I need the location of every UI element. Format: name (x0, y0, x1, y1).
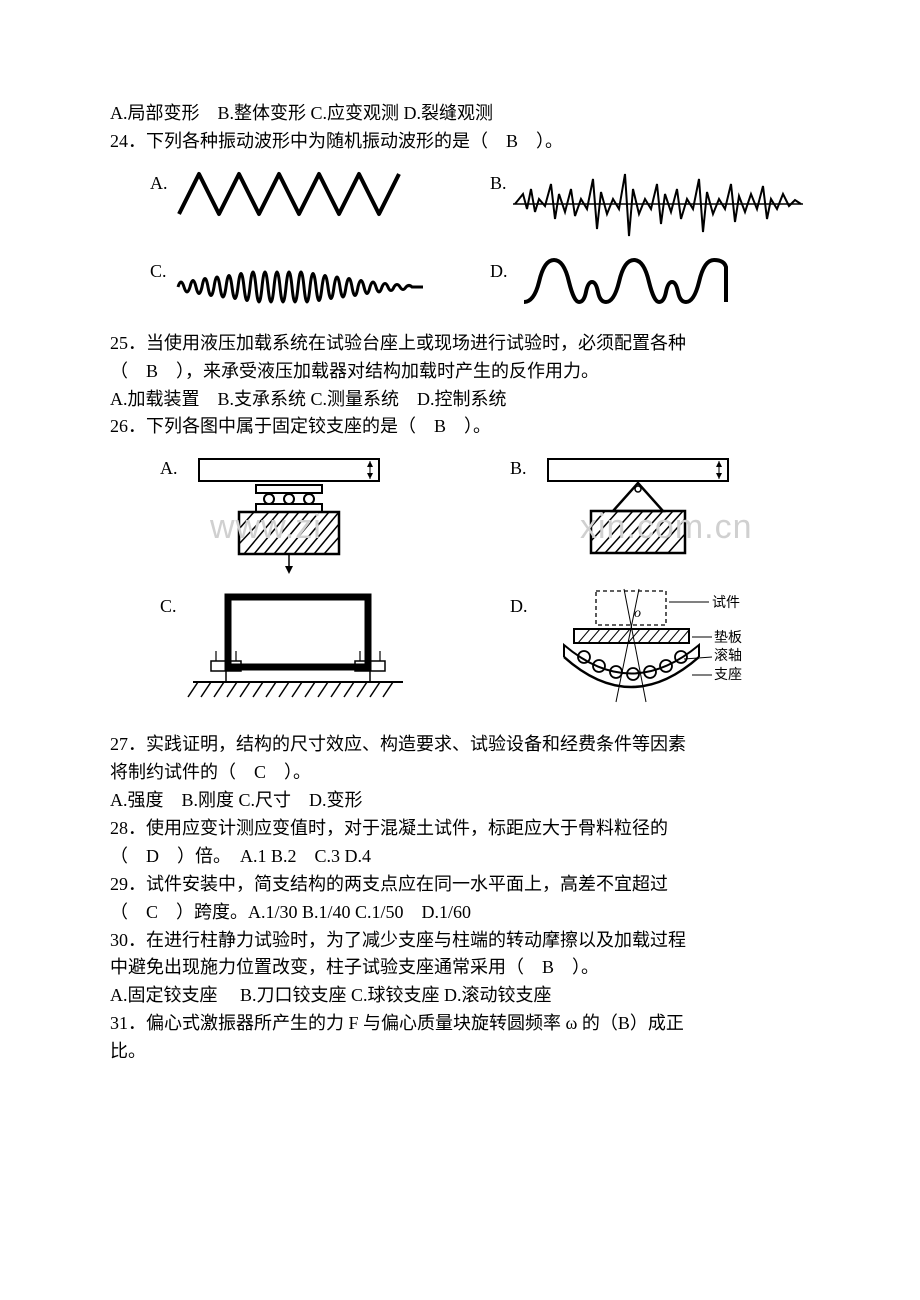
q30-options: A.固定铰支座 B.刀口铰支座 C.球铰支座 D.滚动铰支座 (110, 982, 810, 1010)
q26-label-zhizuo: 支座 (714, 667, 742, 683)
q24-stem: 24．下列各种振动波形中为随机振动波形的是（ B ）。 (110, 128, 810, 156)
q26-label-gunzhou: 滚轴 (714, 647, 742, 664)
q26-optC-label: C. (160, 593, 177, 621)
q29-line1: 29．试件安装中，简支结构的两支点应在同一水平面上，高差不宜超过 (110, 871, 810, 899)
q26-figs-row1: www.zi xin.com.cn A. (110, 449, 810, 579)
q26-label-shijian: 试件 (712, 595, 740, 611)
q30-line2: 中避免出现施力位置改变，柱子试验支座通常采用（ B ）。 (110, 954, 810, 982)
q25-line1: 25．当使用液压加载系统在试验台座上或现场进行试验时，必须配置各种 (110, 330, 810, 358)
q23-options: A.局部变形 B.整体变形 C.应变观测 D.裂缝观测 (110, 100, 810, 128)
q24-optB-label: B. (490, 170, 507, 198)
q24-figs-row1: A. B. (110, 164, 810, 244)
q24-optC-label: C. (150, 258, 167, 286)
q26-optA-label: A. (160, 455, 178, 483)
q26-figs-row2: C. (110, 587, 810, 717)
q26-figD: o (534, 587, 794, 717)
q31-line2: 比。 (110, 1038, 810, 1066)
q27-line2: 将制约试件的（ C ）。 (110, 759, 810, 787)
exam-page: A.局部变形 B.整体变形 C.应变观测 D.裂缝观测 24．下列各种振动波形中… (0, 0, 920, 1126)
q27-options: A.强度 B.刚度 C.尺寸 D.变形 (110, 787, 810, 815)
q29-line2: （ C ）跨度。A.1/30 B.1/40 C.1/50 D.1/60 (110, 899, 810, 927)
q24-optD-label: D. (490, 258, 508, 286)
q26-stem: 26．下列各图中属于固定铰支座的是（ B ）。 (110, 413, 810, 441)
q24-figB (513, 164, 803, 244)
q24-figs-row2: C. D. (110, 252, 810, 312)
q26-figA (184, 449, 394, 579)
q24-figA (174, 164, 404, 224)
q31-line1: 31．偏心式激振器所产生的力 F 与偏心质量块旋转圆频率 ω 的（B）成正 (110, 1010, 810, 1038)
q28-line2: （ D ）倍。 A.1 B.2 C.3 D.4 (110, 843, 810, 871)
q24-optA-label: A. (150, 170, 168, 198)
q24-figC (173, 252, 433, 312)
q28-line1: 28．使用应变计测应变值时，对于混凝土试件，标距应大于骨料粒径的 (110, 815, 810, 843)
q26-figB (533, 449, 743, 579)
q26-optD-label: D. (510, 593, 528, 621)
q26-label-dianban: 垫板 (714, 630, 742, 646)
q26-figC (183, 587, 413, 707)
q25-options: A.加载装置 B.支承系统 C.测量系统 D.控制系统 (110, 386, 810, 414)
q30-line1: 30．在进行柱静力试验时，为了减少支座与柱端的转动摩擦以及加载过程 (110, 927, 810, 955)
q24-figD (514, 252, 744, 312)
q27-line1: 27．实践证明，结构的尺寸效应、构造要求、试验设备和经费条件等因素 (110, 731, 810, 759)
q26-optB-label: B. (510, 455, 527, 483)
q25-line2: （ B ），来承受液压加载器对结构加载时产生的反作用力。 (110, 358, 810, 386)
